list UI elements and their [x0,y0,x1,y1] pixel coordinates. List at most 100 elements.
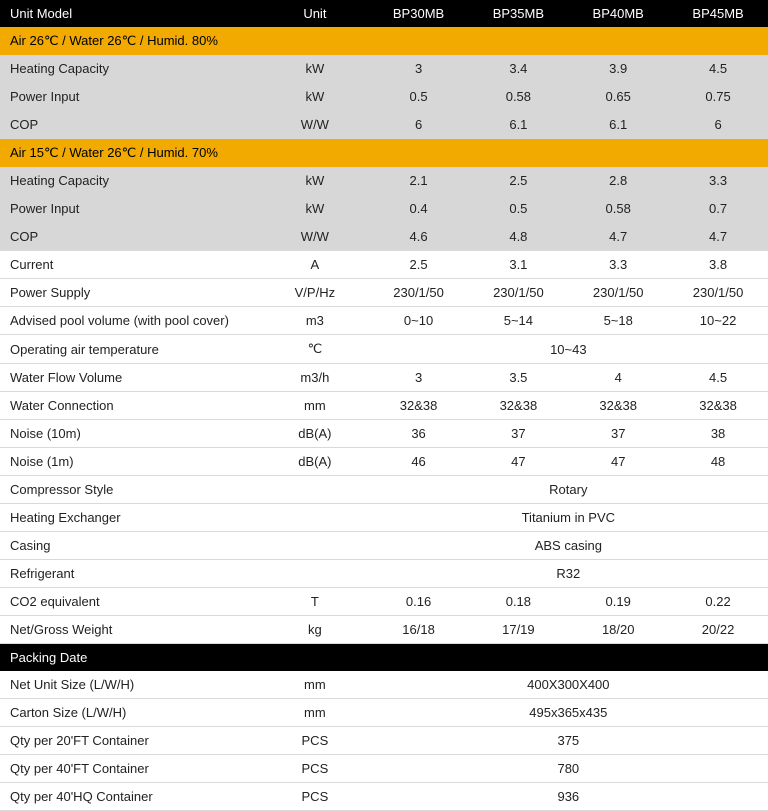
section-cond1-label: Air 26℃ / Water 26℃ / Humid. 80% [0,27,768,55]
cell-val: 3.4 [468,55,568,83]
cell-label: Heating Capacity [0,167,261,195]
cell-unit: PCS [261,783,369,811]
cell-val: 5~14 [468,307,568,335]
cell-unit: kg [261,616,369,644]
cell-val: 4 [568,364,668,392]
cell-unit: mm [261,392,369,420]
cell-val: 4.7 [568,223,668,251]
cell-val: 3 [369,55,469,83]
cell-val: 230/1/50 [568,279,668,307]
cell-unit: kW [261,167,369,195]
row-refrigerant: Refrigerant R32 [0,560,768,588]
cell-val: 3.3 [668,167,768,195]
cell-span: Rotary [369,476,768,504]
cell-unit: kW [261,83,369,111]
section-cond1: Air 26℃ / Water 26℃ / Humid. 80% [0,27,768,55]
cell-label: Water Flow Volume [0,364,261,392]
cell-label: Power Input [0,83,261,111]
cell-val: 4.7 [668,223,768,251]
cell-label: Qty per 40'FT Container [0,755,261,783]
cell-val: 32&38 [369,392,469,420]
cell-val: 2.8 [568,167,668,195]
cell-val: 5~18 [568,307,668,335]
section-packing-label: Packing Date [0,644,768,672]
cell-span: 400X300X400 [369,671,768,699]
cell-val: 230/1/50 [468,279,568,307]
cell-val: 0.22 [668,588,768,616]
cell-unit [261,532,369,560]
cell-val: 6 [668,111,768,139]
row-hc1: Heating Capacity kW 3 3.4 3.9 4.5 [0,55,768,83]
row-hc2: Heating Capacity kW 2.1 2.5 2.8 3.3 [0,167,768,195]
row-water-connection: Water Connection mm 32&38 32&38 32&38 32… [0,392,768,420]
cell-val: 6.1 [568,111,668,139]
cell-unit: dB(A) [261,448,369,476]
cell-unit: V/P/Hz [261,279,369,307]
cell-label: Heating Capacity [0,55,261,83]
cell-val: 3.8 [668,251,768,279]
cell-unit: PCS [261,727,369,755]
cell-val: 37 [568,420,668,448]
cell-val: 230/1/50 [668,279,768,307]
section-cond2-label: Air 15℃ / Water 26℃ / Humid. 70% [0,139,768,168]
cell-unit: kW [261,195,369,223]
cell-span: 495x365x435 [369,699,768,727]
cell-val: 16/18 [369,616,469,644]
cell-val: 0.7 [668,195,768,223]
cell-val: 3 [369,364,469,392]
cell-val: 48 [668,448,768,476]
row-qty-20ft: Qty per 20'FT Container PCS 375 [0,727,768,755]
cell-val: 0.4 [369,195,469,223]
row-current: Current A 2.5 3.1 3.3 3.8 [0,251,768,279]
cell-val: 46 [369,448,469,476]
cell-val: 4.5 [668,55,768,83]
cell-val: 4.5 [668,364,768,392]
cell-val: 230/1/50 [369,279,469,307]
cell-val: 36 [369,420,469,448]
cell-span: R32 [369,560,768,588]
cell-span: 780 [369,755,768,783]
cell-label: Net Unit Size (L/W/H) [0,671,261,699]
cell-val: 32&38 [468,392,568,420]
row-cop2: COP W/W 4.6 4.8 4.7 4.7 [0,223,768,251]
cell-unit: kW [261,55,369,83]
cell-val: 0.58 [468,83,568,111]
cell-unit: mm [261,671,369,699]
cell-val: 0.16 [369,588,469,616]
row-casing: Casing ABS casing [0,532,768,560]
spec-table: Unit Model Unit BP30MB BP35MB BP40MB BP4… [0,0,768,811]
header-col-2: BP40MB [568,0,668,27]
header-col-0: BP30MB [369,0,469,27]
cell-val: 20/22 [668,616,768,644]
cell-val: 0.5 [468,195,568,223]
cell-label: COP [0,111,261,139]
cell-val: 4.6 [369,223,469,251]
cell-label: CO2 equivalent [0,588,261,616]
cell-val: 6 [369,111,469,139]
cell-val: 4.8 [468,223,568,251]
cell-val: 0.65 [568,83,668,111]
cell-span: ABS casing [369,532,768,560]
row-cop1: COP W/W 6 6.1 6.1 6 [0,111,768,139]
row-pool-volume: Advised pool volume (with pool cover) m3… [0,307,768,335]
cell-unit: m3/h [261,364,369,392]
cell-unit: PCS [261,755,369,783]
header-col-1: BP35MB [468,0,568,27]
cell-unit: W/W [261,111,369,139]
cell-val: 17/19 [468,616,568,644]
cell-unit: ℃ [261,335,369,364]
cell-span: 375 [369,727,768,755]
cell-val: 0~10 [369,307,469,335]
cell-val: 38 [668,420,768,448]
cell-val: 37 [468,420,568,448]
cell-label: Advised pool volume (with pool cover) [0,307,261,335]
row-water-flow: Water Flow Volume m3/h 3 3.5 4 4.5 [0,364,768,392]
cell-val: 2.5 [468,167,568,195]
cell-unit [261,476,369,504]
cell-label: Noise (1m) [0,448,261,476]
cell-unit: W/W [261,223,369,251]
cell-unit: m3 [261,307,369,335]
row-pi1: Power Input kW 0.5 0.58 0.65 0.75 [0,83,768,111]
cell-val: 47 [468,448,568,476]
cell-val: 3.5 [468,364,568,392]
